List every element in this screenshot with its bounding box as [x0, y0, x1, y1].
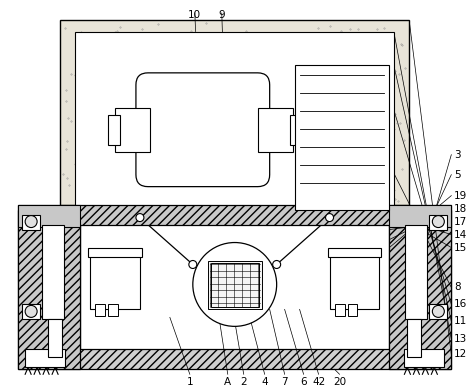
Bar [390, 205, 451, 369]
Bar [108, 305, 118, 316]
Bar [115, 108, 150, 152]
Bar [60, 20, 409, 212]
Text: 10: 10 [188, 10, 201, 20]
Bar [18, 205, 80, 227]
Bar [80, 218, 390, 349]
Text: 14: 14 [454, 230, 468, 239]
Text: 20: 20 [333, 377, 346, 387]
Circle shape [25, 216, 37, 227]
Bar [95, 305, 105, 316]
Text: 15: 15 [454, 243, 468, 252]
Text: 3: 3 [454, 150, 461, 160]
Bar [390, 205, 451, 227]
Circle shape [326, 214, 334, 222]
Text: 1: 1 [187, 377, 193, 387]
Text: 4: 4 [261, 377, 268, 387]
Bar [211, 264, 258, 307]
Text: A: A [224, 377, 231, 387]
Text: 11: 11 [454, 316, 468, 326]
Bar [60, 205, 409, 225]
Circle shape [273, 261, 281, 268]
Bar [430, 215, 447, 230]
Circle shape [136, 214, 144, 222]
Bar [329, 255, 379, 309]
Text: 19: 19 [454, 191, 468, 200]
Bar [430, 305, 447, 319]
Text: 18: 18 [454, 204, 468, 214]
Text: 16: 16 [454, 300, 468, 309]
Bar [18, 205, 80, 369]
Bar [404, 349, 444, 367]
Text: 7: 7 [282, 377, 288, 387]
Circle shape [193, 243, 277, 326]
FancyBboxPatch shape [136, 73, 270, 187]
Text: 6: 6 [300, 377, 307, 387]
Bar [406, 225, 427, 319]
Bar [90, 255, 140, 309]
Bar [335, 305, 345, 316]
Text: 13: 13 [454, 334, 468, 344]
Bar [18, 209, 451, 369]
Circle shape [25, 305, 37, 317]
Text: 5: 5 [454, 170, 461, 180]
Bar [22, 215, 40, 230]
Bar [42, 225, 64, 319]
Bar [295, 65, 390, 209]
Bar [347, 305, 358, 316]
Bar [108, 115, 120, 145]
Bar [208, 261, 262, 309]
Bar [25, 349, 65, 367]
Circle shape [432, 216, 444, 227]
Text: 12: 12 [454, 349, 468, 359]
Bar [328, 248, 382, 257]
Bar [48, 319, 62, 357]
Circle shape [432, 305, 444, 317]
Text: 8: 8 [454, 282, 461, 292]
Text: 42: 42 [312, 377, 325, 387]
Bar [407, 319, 422, 357]
Bar [88, 248, 142, 257]
Bar [290, 115, 302, 145]
Circle shape [189, 261, 197, 268]
Text: 9: 9 [219, 10, 225, 20]
Bar [22, 305, 40, 319]
Bar [258, 108, 293, 152]
Bar [75, 32, 394, 209]
Text: 2: 2 [241, 377, 247, 387]
Text: 17: 17 [454, 216, 468, 227]
